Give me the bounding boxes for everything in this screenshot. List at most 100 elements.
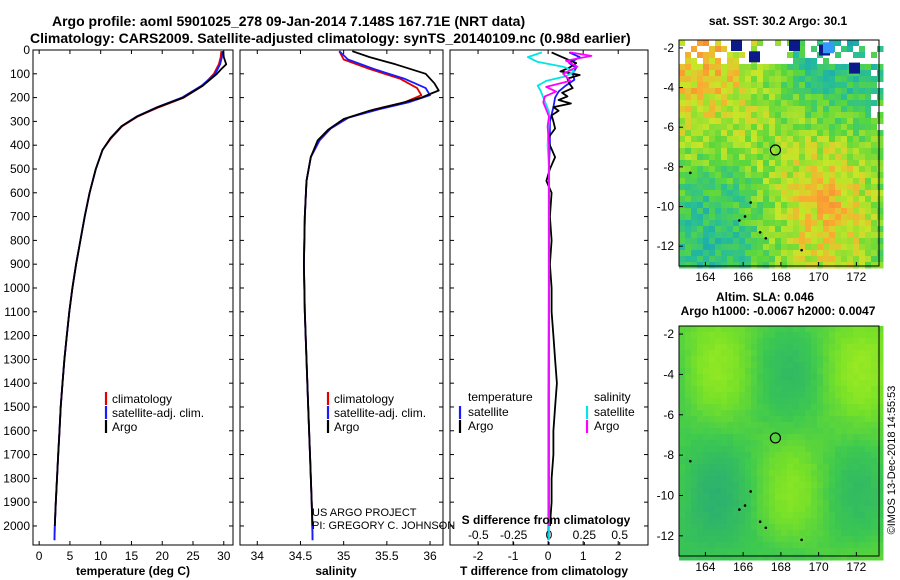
map-cell: [853, 536, 860, 543]
map-cell: [745, 256, 752, 263]
map-cell: [697, 244, 704, 251]
map-cell: [685, 244, 692, 251]
map-cell: [865, 106, 872, 113]
map-cell: [763, 434, 770, 441]
map-cell: [685, 52, 692, 59]
map-cell: [871, 452, 878, 459]
map-cell: [853, 380, 860, 387]
map-cell: [841, 458, 848, 465]
map-cell: [703, 208, 710, 215]
map-cell: [871, 524, 878, 531]
map-cell: [847, 256, 854, 263]
map-cell: [751, 226, 758, 233]
map-cell: [781, 548, 788, 555]
map-cell: [739, 136, 746, 143]
map-cell: [871, 416, 878, 423]
map-cell: [769, 70, 776, 77]
map-cell: [787, 422, 794, 429]
map-cell: [679, 262, 686, 269]
map-cell: [847, 548, 854, 555]
map-cell: [853, 256, 860, 263]
map-cell: [787, 338, 794, 345]
map-cell: [793, 76, 800, 83]
map-cell: [703, 470, 710, 477]
map-cell: [847, 536, 854, 543]
map-cell: [727, 542, 734, 549]
map-cell: [865, 452, 872, 459]
map-cell: [733, 52, 740, 59]
map-cell: [721, 428, 728, 435]
map-cell: [715, 488, 722, 495]
map-cell: [757, 196, 764, 203]
map-cell: [763, 326, 770, 333]
map-cell: [877, 196, 884, 203]
map-cell: [877, 100, 884, 107]
map-cell: [853, 202, 860, 209]
map-cell: [829, 172, 836, 179]
map-cell: [763, 148, 770, 155]
map-cell: [805, 94, 812, 101]
map-cell: [841, 374, 848, 381]
y-tick-label: 900: [10, 257, 30, 271]
map-cell: [727, 184, 734, 191]
map-cell: [745, 500, 752, 507]
map-cell: [769, 226, 776, 233]
map-cell: [691, 494, 698, 501]
map-cell: [793, 338, 800, 345]
map-cell: [877, 392, 884, 399]
map-cell: [751, 494, 758, 501]
map-cell: [721, 106, 728, 113]
map-cell: [829, 190, 836, 197]
map-cell: [805, 184, 812, 191]
map-cell: [859, 214, 866, 221]
map-cell: [787, 262, 794, 269]
map-cell: [793, 220, 800, 227]
map-cell: [751, 548, 758, 555]
map-cell: [817, 124, 824, 131]
map-cell: [763, 112, 770, 119]
map-cell: [793, 100, 800, 107]
map-cell: [787, 250, 794, 257]
map-cell: [823, 112, 830, 119]
map-cell: [823, 458, 830, 465]
map-cell: [841, 202, 848, 209]
map-cell: [829, 380, 836, 387]
map-cell: [781, 530, 788, 537]
map-cell: [871, 470, 878, 477]
map-cell: [847, 94, 854, 101]
map-cell: [871, 190, 878, 197]
map-cell: [739, 82, 746, 89]
map-cell: [691, 332, 698, 339]
map-cell: [763, 130, 770, 137]
map-cell: [811, 82, 818, 89]
map-cell: [877, 410, 884, 417]
map-cell: [865, 326, 872, 333]
map-cell: [763, 262, 770, 269]
map-cell: [847, 250, 854, 257]
map-cell: [829, 142, 836, 149]
map-cell: [733, 518, 740, 525]
map-cell: [721, 154, 728, 161]
map-cell: [727, 220, 734, 227]
map-cell: [733, 172, 740, 179]
map-cell: [853, 404, 860, 411]
map-cell: [739, 160, 746, 167]
map-cell: [817, 422, 824, 429]
map-cell: [733, 494, 740, 501]
map-cell: [775, 148, 782, 155]
map-cell: [721, 482, 728, 489]
map-cell: [721, 398, 728, 405]
difference-s-argo-line: [542, 51, 593, 526]
map-cell: [817, 262, 824, 269]
map-cell: [853, 410, 860, 417]
map-cell: [829, 184, 836, 191]
map-cell: [763, 416, 770, 423]
map-cell: [841, 356, 848, 363]
map-cell: [745, 536, 752, 543]
map-cell: [823, 368, 830, 375]
map-cell: [835, 512, 842, 519]
legend-climatology-label: climatology: [112, 392, 172, 406]
map-cell: [877, 238, 884, 245]
map-cell: [853, 106, 860, 113]
map-cell: [811, 356, 818, 363]
